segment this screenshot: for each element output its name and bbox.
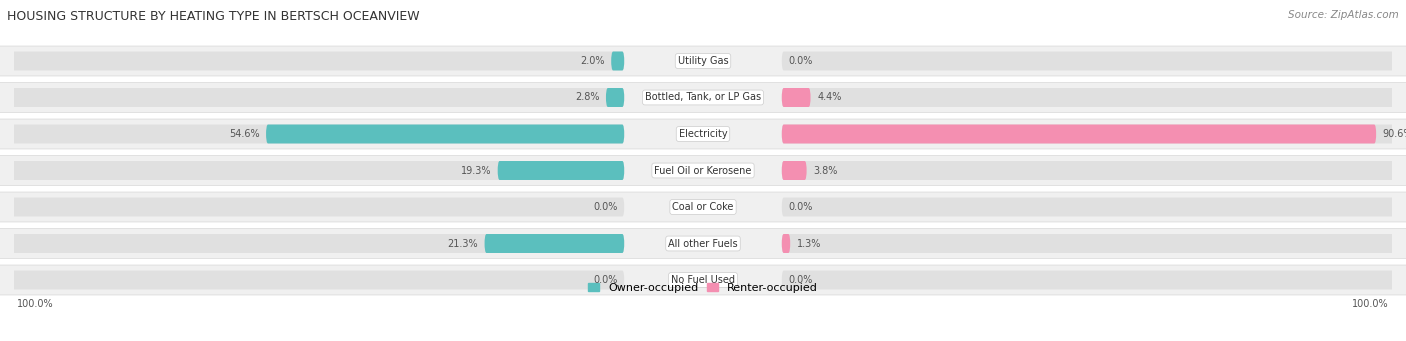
FancyBboxPatch shape — [0, 51, 624, 71]
FancyBboxPatch shape — [782, 161, 807, 180]
Text: All other Fuels: All other Fuels — [668, 238, 738, 249]
Text: 90.6%: 90.6% — [1382, 129, 1406, 139]
Text: 2.8%: 2.8% — [575, 92, 599, 103]
FancyBboxPatch shape — [782, 124, 1376, 144]
FancyBboxPatch shape — [782, 161, 1406, 180]
Text: 0.0%: 0.0% — [593, 202, 617, 212]
FancyBboxPatch shape — [612, 51, 624, 71]
FancyBboxPatch shape — [0, 192, 1406, 222]
Text: 19.3%: 19.3% — [461, 165, 491, 176]
FancyBboxPatch shape — [782, 51, 1406, 71]
FancyBboxPatch shape — [782, 197, 1406, 217]
FancyBboxPatch shape — [782, 88, 811, 107]
FancyBboxPatch shape — [0, 197, 624, 217]
FancyBboxPatch shape — [0, 119, 1406, 149]
FancyBboxPatch shape — [266, 124, 624, 144]
FancyBboxPatch shape — [0, 88, 624, 107]
Text: No Fuel Used: No Fuel Used — [671, 275, 735, 285]
Legend: Owner-occupied, Renter-occupied: Owner-occupied, Renter-occupied — [583, 278, 823, 297]
FancyBboxPatch shape — [0, 228, 1406, 258]
Text: Electricity: Electricity — [679, 129, 727, 139]
Text: 0.0%: 0.0% — [789, 56, 813, 66]
FancyBboxPatch shape — [498, 161, 624, 180]
Text: 0.0%: 0.0% — [789, 202, 813, 212]
Text: 21.3%: 21.3% — [447, 238, 478, 249]
Text: Coal or Coke: Coal or Coke — [672, 202, 734, 212]
FancyBboxPatch shape — [782, 234, 1406, 253]
FancyBboxPatch shape — [0, 124, 624, 144]
FancyBboxPatch shape — [0, 265, 1406, 295]
Text: 2.0%: 2.0% — [581, 56, 605, 66]
Text: 4.4%: 4.4% — [817, 92, 842, 103]
FancyBboxPatch shape — [0, 234, 624, 253]
Text: 100.0%: 100.0% — [17, 299, 53, 309]
Text: 54.6%: 54.6% — [229, 129, 260, 139]
FancyBboxPatch shape — [606, 88, 624, 107]
Text: Fuel Oil or Kerosene: Fuel Oil or Kerosene — [654, 165, 752, 176]
FancyBboxPatch shape — [782, 88, 1406, 107]
Text: 0.0%: 0.0% — [593, 275, 617, 285]
Text: Source: ZipAtlas.com: Source: ZipAtlas.com — [1288, 10, 1399, 20]
Text: HOUSING STRUCTURE BY HEATING TYPE IN BERTSCH OCEANVIEW: HOUSING STRUCTURE BY HEATING TYPE IN BER… — [7, 10, 419, 23]
Text: 3.8%: 3.8% — [813, 165, 838, 176]
FancyBboxPatch shape — [0, 161, 624, 180]
FancyBboxPatch shape — [0, 46, 1406, 76]
FancyBboxPatch shape — [0, 270, 624, 290]
FancyBboxPatch shape — [782, 124, 1406, 144]
FancyBboxPatch shape — [782, 270, 1406, 290]
Text: 100.0%: 100.0% — [1353, 299, 1389, 309]
Text: Bottled, Tank, or LP Gas: Bottled, Tank, or LP Gas — [645, 92, 761, 103]
Text: 1.3%: 1.3% — [797, 238, 821, 249]
Text: Utility Gas: Utility Gas — [678, 56, 728, 66]
FancyBboxPatch shape — [485, 234, 624, 253]
Text: 0.0%: 0.0% — [789, 275, 813, 285]
FancyBboxPatch shape — [0, 155, 1406, 186]
FancyBboxPatch shape — [0, 83, 1406, 113]
FancyBboxPatch shape — [782, 234, 790, 253]
